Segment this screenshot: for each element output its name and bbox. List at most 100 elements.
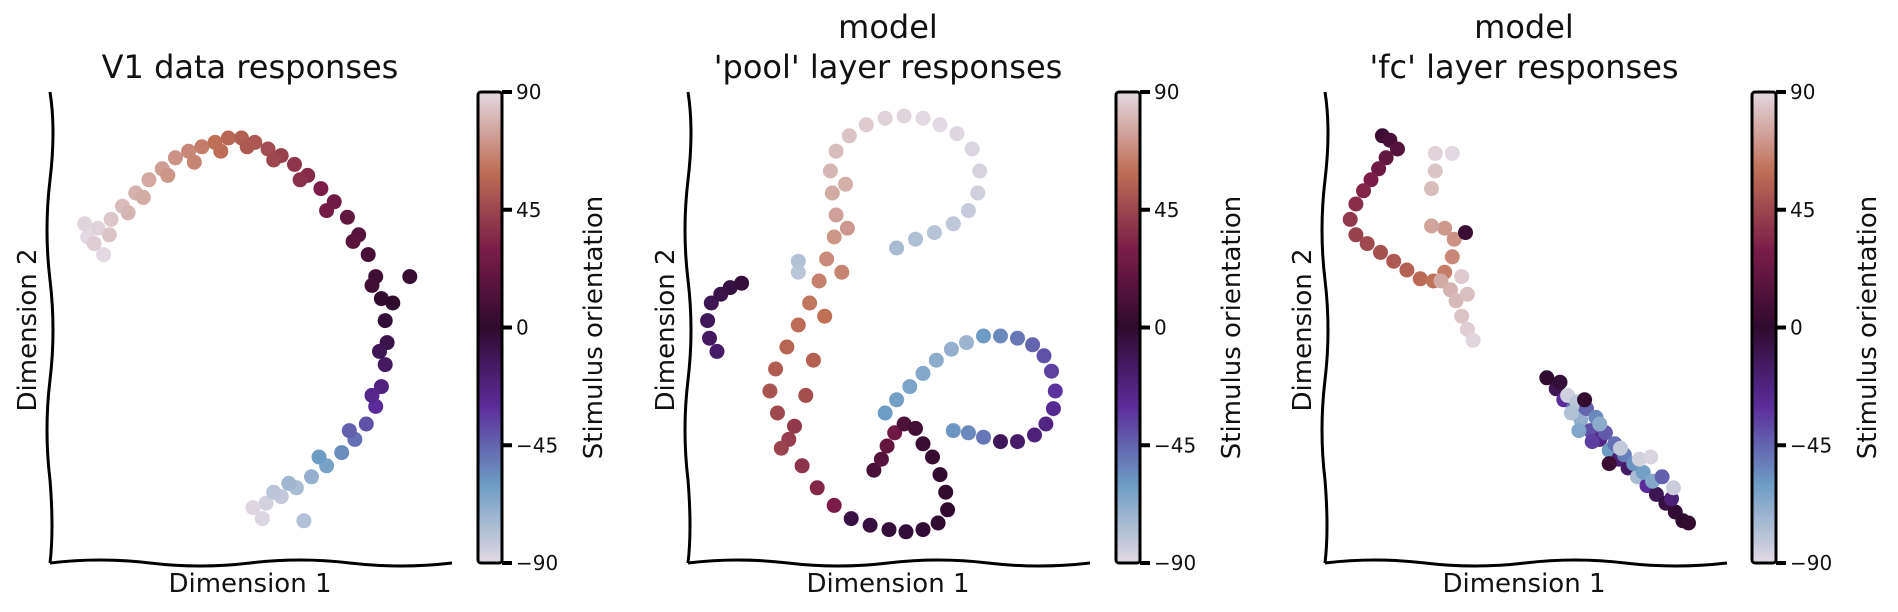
scatter-point [373,379,389,395]
x-axis-spine [1324,558,1728,568]
scatter-point [1044,363,1059,379]
scatter-point [926,225,942,241]
scatter-point [811,273,827,289]
scatter-point [1539,370,1555,386]
x-axis-label: Dimension 1 [168,569,331,599]
y-axis-label: Dimension 2 [651,248,681,411]
scatter-point [220,130,236,146]
scatter-point [334,445,350,461]
scatter-point [768,361,784,377]
scatter-point [1010,434,1025,450]
scatter-point [86,236,102,252]
scatter-point [254,511,270,527]
scatter-point [976,328,991,344]
scatter-point [402,269,418,285]
colorbar-tick-label: 45 [1790,198,1815,222]
scatter-point [972,163,988,179]
scatter-point [1592,416,1608,432]
y-axis-spine [45,91,55,564]
scatter-point [1613,440,1628,456]
scatter-point [877,405,893,421]
scatter-point [141,172,157,188]
scatter-point [915,436,931,452]
scatter-point [908,420,923,436]
scatter-point [364,277,380,293]
panel-fc: model 'fc' layer responses Dimension 1 D… [1288,8,1883,599]
scatter-point [841,128,857,144]
scatter-point [889,392,905,408]
scatter-point [319,203,335,219]
scatter-point [779,339,795,355]
scatter-point [96,247,112,263]
scatter-point [1348,196,1364,212]
scatter-point [790,317,806,333]
colorbar-label: Stimulus orientation [579,196,609,459]
scatter-point [928,352,944,368]
scatter-point [1047,383,1063,399]
scatter-point [773,440,789,456]
scatter-point [896,416,912,432]
scatter-point [1025,337,1041,353]
y-axis-spine [683,91,693,564]
scatter-point [292,172,308,188]
colorbar-label: Stimulus orientation [1853,196,1883,459]
scatter-point [385,295,401,311]
colorbar-tick-label: 90 [1790,80,1815,104]
scatter-point [1427,145,1443,161]
scatter-point [296,513,312,529]
scatter-point [1444,145,1460,161]
scatter-point [824,185,840,201]
scatter-point [1446,231,1462,247]
scatter-point [213,143,229,159]
colorbar-tick-label: −90 [516,551,558,575]
scatter-point [734,275,750,291]
scatter-point [1399,262,1415,278]
scatter-point [819,251,835,267]
colorbar-gradient [1114,90,1142,565]
y-axis-spine [1320,91,1330,564]
scatter-point [304,469,319,485]
colorbar: 90 45 0 −45 −90 Stimulus orientation [1114,80,1247,575]
scatter-point [360,247,376,263]
colorbar-tick-label: 90 [1154,80,1179,104]
scatter-point [993,434,1008,450]
scatter-points [77,130,418,529]
scatter-point [834,264,850,280]
scatter-point [809,480,825,496]
panel-title-line: model [1474,8,1574,46]
scatter-point [873,451,889,467]
scatter-point [167,150,183,166]
scatter-point [1459,286,1475,302]
scatter-point [1038,416,1054,432]
x-axis-label: Dimension 1 [1442,569,1605,599]
colorbar-tick-label: −45 [516,433,558,457]
scatter-point [817,308,833,324]
scatter-point [839,220,855,236]
colorbar-gradient [1750,90,1778,565]
scatter-point [858,117,874,133]
colorbar-gradient [476,90,504,565]
scatter-point [1427,163,1443,179]
scatter-point [709,343,725,359]
scatter-point [828,143,844,159]
scatter-point [703,295,719,311]
scatter-point [915,365,931,381]
scatter-point [940,502,956,518]
scatter-point [1363,172,1379,188]
scatter-point [949,126,965,142]
colorbar-tick-label: 0 [1154,316,1167,340]
scatter-point [364,387,380,403]
scatter-point [341,423,357,439]
scatter-point [964,141,980,157]
scatter-point [1412,271,1428,287]
x-axis-spine [687,558,1091,568]
scatter-point [1448,293,1464,309]
scatter-point [339,209,355,225]
scatter-point [787,418,802,434]
scatter-point [945,423,961,439]
scatter-point [762,383,778,399]
scatter-point [877,110,893,126]
scatter-point [1390,141,1405,157]
scatter-point [101,227,117,243]
scatter-point [239,139,255,155]
